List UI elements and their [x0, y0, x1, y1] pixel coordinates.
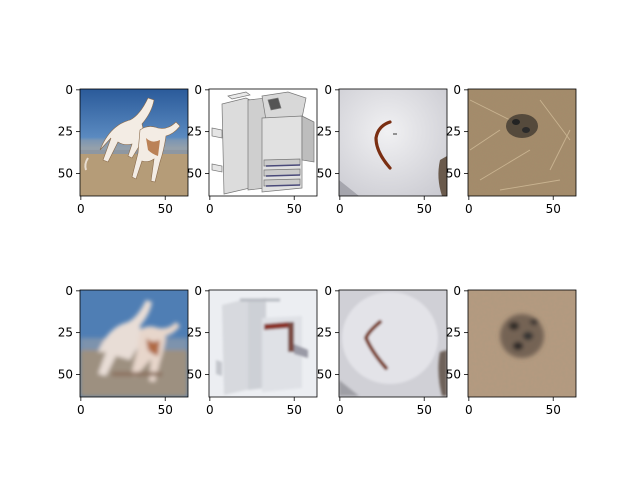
y-tick-label: 25 [187, 326, 202, 340]
y-tick-label: 25 [187, 125, 202, 139]
x-tick-label: 50 [287, 202, 302, 216]
y-tick-label: 50 [317, 166, 332, 180]
y-tick-label: 50 [58, 166, 73, 180]
x-tick-label: 0 [465, 403, 473, 417]
y-tick-label: 0 [65, 83, 73, 97]
y-tick-label: 50 [187, 166, 202, 180]
y-tick-label: 50 [187, 367, 202, 381]
x-tick-label: 0 [77, 403, 85, 417]
x-tick-label: 0 [77, 202, 85, 216]
image-panel-worm-on-paper-reconstruction [339, 290, 447, 397]
x-tick-label: 0 [206, 403, 214, 417]
y-tick-label: 0 [65, 284, 73, 298]
y-tick-label: 25 [446, 326, 461, 340]
y-tick-label: 25 [58, 125, 73, 139]
y-tick-label: 25 [317, 326, 332, 340]
x-tick-label: 50 [158, 403, 173, 417]
image-panel-dogs-on-beach [80, 89, 188, 196]
y-tick-label: 0 [194, 83, 202, 97]
y-tick-label: 0 [453, 83, 461, 97]
y-tick-label: 0 [194, 284, 202, 298]
x-tick-label: 0 [206, 202, 214, 216]
y-tick-label: 25 [446, 125, 461, 139]
x-tick-label: 0 [336, 403, 344, 417]
y-tick-label: 25 [58, 326, 73, 340]
y-tick-label: 50 [446, 166, 461, 180]
y-tick-label: 50 [446, 367, 461, 381]
y-tick-label: 0 [453, 284, 461, 298]
image-panel-worm-on-paper [339, 89, 447, 196]
x-tick-label: 0 [465, 202, 473, 216]
image-panel-copier-machine [209, 89, 317, 196]
y-tick-label: 50 [58, 367, 73, 381]
x-tick-label: 50 [417, 403, 432, 417]
axis-ticks: 0 50 0 25 50 0 50 0 25 50 0 50 0 25 50 0 50 0 25 50 0 50 0 25 50… [58, 83, 561, 417]
image-panel-dogs-on-beach-reconstruction [80, 290, 188, 397]
y-tick-label: 0 [324, 284, 332, 298]
image-panel-nest-in-straw [468, 89, 576, 196]
x-tick-label: 50 [546, 202, 561, 216]
axes-frames [79, 88, 577, 398]
x-tick-label: 0 [336, 202, 344, 216]
x-tick-label: 50 [417, 202, 432, 216]
y-tick-label: 50 [317, 367, 332, 381]
x-tick-label: 50 [158, 202, 173, 216]
image-panel-copier-machine-reconstruction [209, 290, 317, 397]
x-tick-label: 50 [287, 403, 302, 417]
image-panel-nest-in-straw-reconstruction [468, 290, 576, 397]
x-tick-label: 50 [546, 403, 561, 417]
y-tick-label: 0 [324, 83, 332, 97]
y-tick-label: 25 [317, 125, 332, 139]
